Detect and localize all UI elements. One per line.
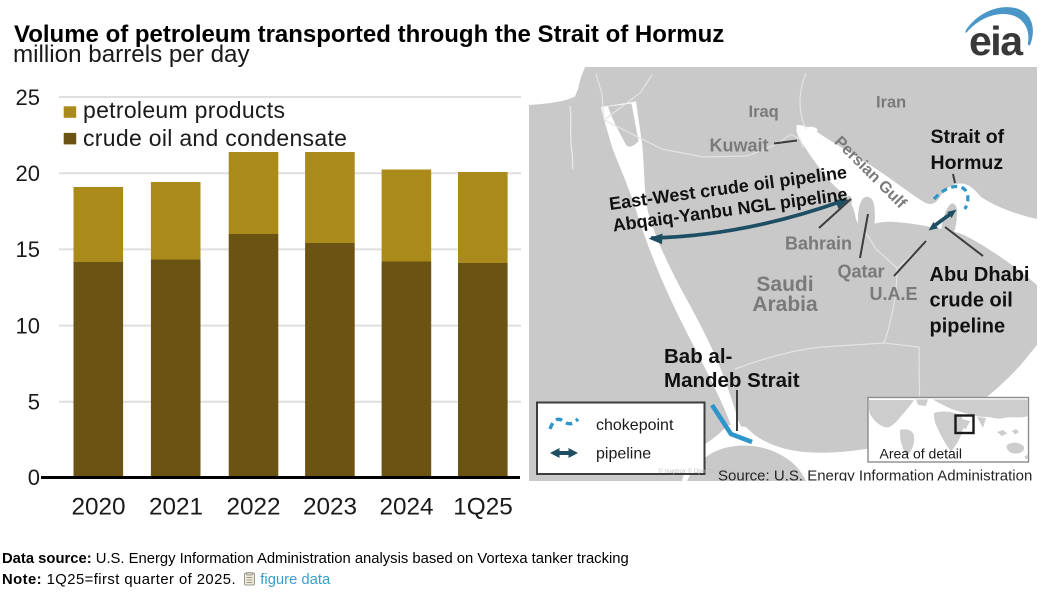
svg-text:pipeline: pipeline (930, 316, 1006, 338)
svg-text:Iran: Iran (876, 94, 906, 112)
svg-text:pipeline: pipeline (596, 446, 651, 463)
svg-text:Iraq: Iraq (749, 103, 779, 121)
svg-text:Qatar: Qatar (838, 262, 885, 282)
svg-text:2023: 2023 (303, 494, 357, 521)
svg-text:Area of detail: Area of detail (880, 446, 963, 462)
svg-text:Arabia: Arabia (752, 293, 818, 316)
svg-text:10: 10 (16, 313, 40, 338)
svg-text:© mapbox © OpenStreetMap: © mapbox © OpenStreetMap (659, 468, 737, 475)
svg-text:0: 0 (28, 465, 40, 490)
svg-text:2022: 2022 (226, 494, 280, 521)
svg-text:15: 15 (16, 237, 40, 262)
svg-text:Mandeb Strait: Mandeb Strait (664, 369, 800, 392)
svg-text:2020: 2020 (71, 494, 125, 521)
svg-text:crude oil: crude oil (930, 290, 1013, 312)
svg-text:eia: eia (969, 18, 1024, 64)
svg-text:Strait of: Strait of (931, 126, 1005, 148)
svg-text:1Q25: 1Q25 (453, 494, 512, 521)
svg-text:Abu Dhabi: Abu Dhabi (930, 264, 1030, 286)
svg-text:petroleum products: petroleum products (83, 97, 285, 123)
svg-text:Kuwait: Kuwait (710, 136, 769, 156)
svg-text:2021: 2021 (149, 494, 203, 521)
svg-text:25: 25 (16, 85, 40, 110)
svg-text:Hormuz: Hormuz (931, 152, 1004, 174)
svg-text:20: 20 (16, 161, 40, 186)
svg-text:Bahrain: Bahrain (785, 234, 852, 254)
svg-text:chokepoint: chokepoint (596, 417, 674, 434)
svg-text:Source: U.S. Energy Informatio: Source: U.S. Energy Information Administ… (718, 468, 1032, 485)
svg-text:Saudi: Saudi (756, 273, 813, 296)
svg-text:Bab al-: Bab al- (664, 345, 732, 368)
svg-text:U.A.E: U.A.E (870, 284, 918, 304)
svg-text:crude oil and condensate: crude oil and condensate (83, 125, 347, 151)
svg-text:2024: 2024 (379, 494, 433, 521)
svg-text:5: 5 (28, 390, 40, 415)
